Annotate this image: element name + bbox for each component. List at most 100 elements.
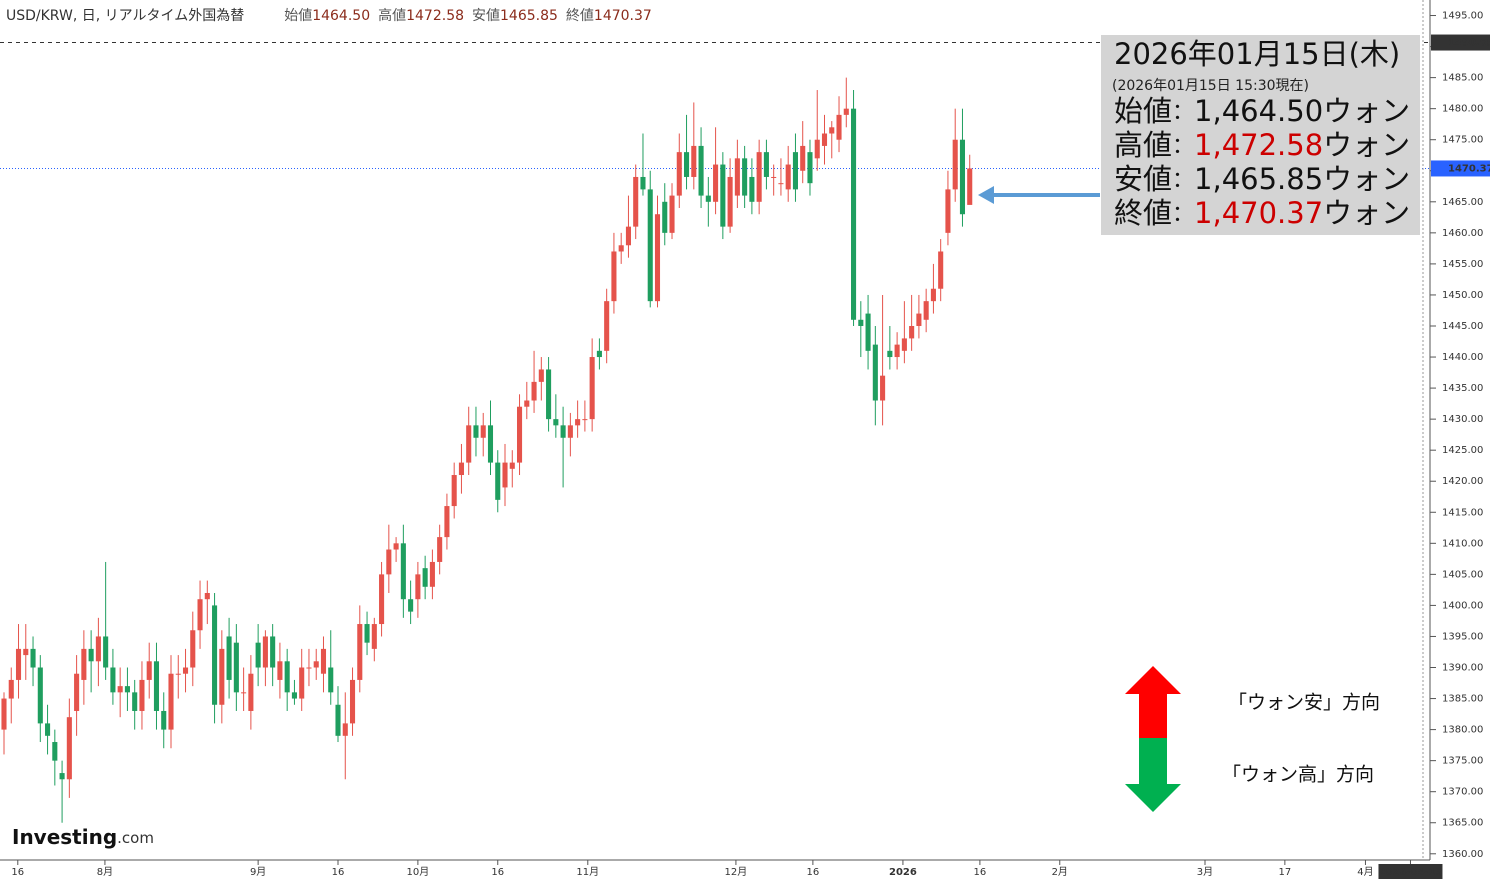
candle-body — [284, 661, 290, 693]
up-arrow — [1125, 666, 1181, 738]
y-tick-label: 1360.00 — [1442, 849, 1483, 860]
candle-body — [894, 344, 900, 358]
x-tick-label: 12月 — [725, 866, 748, 878]
y-tick-label: 1380.00 — [1442, 725, 1483, 736]
info-row: 安値：1,465.85ウォン — [1114, 162, 1410, 196]
candle-body — [444, 506, 450, 538]
candle-body — [328, 667, 334, 693]
candle-body — [182, 667, 189, 674]
y-tick-label: 1440.00 — [1442, 352, 1483, 363]
candle-body — [30, 648, 36, 668]
candle-body — [415, 574, 421, 600]
candle-body — [437, 537, 443, 562]
candle-body — [95, 636, 101, 662]
y-tick-label: 1425.00 — [1442, 445, 1483, 456]
y-tick-label: 1410.00 — [1442, 538, 1483, 549]
info-value: 1,470.37 — [1194, 196, 1323, 230]
y-tick-label: 1415.00 — [1442, 507, 1483, 518]
x-tick-label: 2026 — [889, 867, 917, 878]
candle-body — [400, 543, 406, 600]
candle-body — [386, 549, 392, 575]
y-tick-label: 1475.00 — [1442, 135, 1483, 146]
info-unit: ウォン — [1323, 128, 1410, 162]
x-tick-label: 16 — [807, 867, 820, 878]
info-label: 終値 — [1114, 196, 1172, 230]
candle-body — [647, 189, 653, 302]
candle-body — [625, 226, 631, 246]
candle-body — [640, 176, 646, 190]
candle-body — [117, 686, 123, 693]
candle-body — [916, 313, 922, 326]
candle-body — [814, 139, 820, 159]
candle-body — [538, 369, 544, 382]
y-tick-label: 1465.00 — [1442, 197, 1483, 208]
candle-body — [429, 561, 435, 587]
candle-body — [74, 673, 80, 711]
candle-body — [662, 201, 668, 233]
x-tick-label: 10月 — [407, 866, 430, 878]
candle-body — [633, 176, 639, 227]
candle-body — [691, 145, 697, 177]
candle-body — [858, 319, 864, 326]
price-label-box — [1431, 160, 1490, 177]
x-tick-label: 16 — [491, 867, 504, 878]
candle-body — [103, 636, 109, 668]
candle-body — [168, 673, 174, 730]
y-tick-label: 1400.00 — [1442, 600, 1483, 611]
logo-suffix: .com — [117, 829, 154, 847]
candle-body — [466, 425, 472, 463]
candle-body — [524, 400, 530, 407]
y-tick-label: 1460.00 — [1442, 228, 1483, 239]
candle-body — [829, 127, 835, 134]
candle-body — [320, 648, 327, 674]
info-sep: ： — [1172, 100, 1194, 125]
info-value: 1,465.85 — [1194, 162, 1323, 196]
candle-body — [15, 648, 22, 680]
candle-body — [778, 183, 784, 185]
candle-body — [66, 717, 72, 780]
candle-body — [241, 692, 247, 694]
candle-body — [800, 145, 806, 171]
info-rows: 始値：1,464.50ウォン高値：1,472.58ウォン安値：1,465.85ウ… — [1114, 94, 1410, 230]
candle-body — [270, 636, 276, 668]
candle-body — [8, 679, 14, 699]
candle-body — [204, 592, 210, 600]
candle-body — [887, 350, 893, 358]
candle-body — [248, 673, 254, 711]
candle-body — [291, 692, 297, 699]
info-unit: ウォン — [1323, 162, 1410, 196]
candle-body — [959, 139, 966, 215]
candle-body — [575, 419, 581, 426]
header-label: 高値 — [378, 7, 406, 24]
y-tick-label: 1445.00 — [1442, 321, 1483, 332]
candle-body — [676, 152, 682, 196]
candle-body — [212, 605, 218, 705]
header-label: 安値 — [472, 8, 500, 24]
candle-body — [763, 152, 769, 177]
candle-body — [175, 673, 181, 675]
y-tick-label: 1450.00 — [1442, 290, 1483, 301]
candle-body — [306, 667, 312, 669]
candle-body — [458, 462, 464, 476]
x-tick-label: 16 — [332, 867, 345, 878]
candle-body — [611, 251, 617, 302]
candle-body — [872, 344, 878, 401]
candle-body — [669, 195, 675, 233]
candle-body — [451, 475, 457, 507]
candle-body — [582, 419, 588, 421]
candle-body — [807, 152, 813, 184]
candle-body — [901, 338, 907, 351]
candle-body — [851, 108, 857, 320]
candle-body — [749, 176, 755, 202]
candle-body — [713, 164, 719, 202]
candles — [1, 77, 973, 823]
candle-body — [59, 773, 65, 780]
candle-body — [821, 133, 828, 146]
candle-body — [487, 425, 494, 463]
candle-body — [734, 158, 740, 196]
candle-body — [684, 152, 690, 177]
header-value: 1465.85 — [500, 8, 558, 24]
info-date: 2026年01月15日(木) — [1114, 37, 1400, 71]
info-sep: ： — [1172, 202, 1194, 227]
